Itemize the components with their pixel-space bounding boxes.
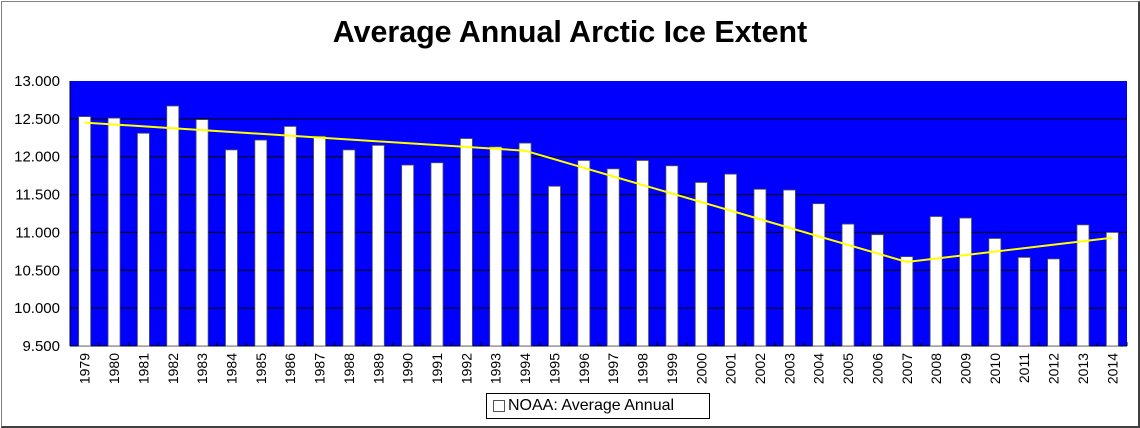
bar-1979 bbox=[78, 116, 92, 347]
bar-2004 bbox=[812, 203, 826, 347]
bar-1996 bbox=[577, 160, 591, 347]
bar-1995 bbox=[548, 185, 561, 347]
bar-1997 bbox=[606, 168, 620, 347]
legend-swatch-icon bbox=[493, 400, 505, 412]
x-tick-label: 1994 bbox=[517, 353, 533, 384]
bar-1999 bbox=[665, 165, 679, 347]
bar-2000 bbox=[694, 182, 708, 347]
x-tick-label: 1987 bbox=[312, 353, 328, 384]
plot-area bbox=[70, 81, 1127, 346]
y-tick-label: 10.000 bbox=[14, 300, 60, 317]
bar-2005 bbox=[841, 223, 855, 347]
x-tick-label: 1993 bbox=[488, 353, 504, 384]
legend-label: NOAA: Average Annual bbox=[508, 397, 675, 414]
y-tick-label: 11.000 bbox=[15, 224, 60, 241]
x-tick-label: 2006 bbox=[869, 353, 885, 384]
y-tick-label: 12.000 bbox=[14, 149, 60, 166]
y-tick-label: 9.500 bbox=[22, 338, 60, 355]
bar-1983 bbox=[195, 119, 209, 347]
bar-1985 bbox=[254, 139, 268, 347]
bar-1988 bbox=[342, 149, 356, 347]
x-tick-label: 2011 bbox=[1016, 353, 1032, 383]
x-tick-label: 2005 bbox=[840, 353, 856, 384]
bar-1984 bbox=[225, 149, 238, 347]
x-tick-label: 1983 bbox=[194, 353, 210, 384]
bar-1991 bbox=[430, 162, 444, 347]
legend: NOAA: Average Annual bbox=[486, 393, 710, 419]
bar-2007 bbox=[900, 256, 914, 347]
x-tick-label: 1979 bbox=[77, 353, 93, 384]
x-tick-label: 1999 bbox=[664, 353, 680, 384]
x-tick-label: 1980 bbox=[106, 353, 122, 384]
bar-1994 bbox=[518, 142, 532, 347]
x-tick-label: 1997 bbox=[605, 353, 621, 384]
x-tick-label: 1985 bbox=[253, 353, 269, 384]
x-tick-label: 2004 bbox=[811, 353, 827, 384]
x-tick-label: 2013 bbox=[1075, 353, 1091, 384]
bar-1998 bbox=[636, 160, 649, 347]
y-tick-label: 12.500 bbox=[14, 111, 60, 128]
bar-1980 bbox=[107, 117, 121, 347]
x-tick-label: 2003 bbox=[781, 353, 797, 384]
bar-2008 bbox=[929, 216, 943, 347]
x-tick-label: 2009 bbox=[958, 353, 974, 384]
bar-2009 bbox=[959, 217, 972, 347]
x-tick-label: 2002 bbox=[752, 353, 768, 384]
x-tick-label: 1988 bbox=[341, 353, 357, 384]
x-tick-label: 2008 bbox=[928, 353, 944, 384]
bar-1992 bbox=[459, 138, 473, 347]
bar-2014 bbox=[1105, 232, 1119, 347]
x-tick-label: 2000 bbox=[693, 353, 709, 384]
x-tick-label: 2001 bbox=[723, 353, 739, 384]
bar-2002 bbox=[753, 188, 767, 347]
x-tick-label: 2007 bbox=[899, 353, 915, 384]
y-tick-label: 11.500 bbox=[15, 187, 60, 204]
x-tick-label: 1998 bbox=[635, 353, 651, 384]
bar-1986 bbox=[283, 126, 297, 347]
x-tick-label: 1990 bbox=[400, 353, 416, 384]
bar-2001 bbox=[724, 173, 738, 347]
x-tick-label: 1984 bbox=[223, 353, 239, 384]
x-tick-label: 1995 bbox=[546, 353, 562, 384]
y-tick-label: 10.500 bbox=[14, 262, 60, 279]
bar-1987 bbox=[313, 135, 326, 347]
x-tick-label: 1982 bbox=[165, 353, 181, 384]
x-tick-label: 1991 bbox=[429, 353, 445, 384]
x-tick-label: 2012 bbox=[1046, 353, 1062, 384]
x-tick-label: 1996 bbox=[576, 353, 592, 384]
x-tick-label: 1986 bbox=[282, 353, 298, 384]
bar-1990 bbox=[401, 164, 415, 347]
bar-1989 bbox=[371, 144, 385, 347]
x-tick-label: 1989 bbox=[370, 353, 386, 384]
y-tick-label: 13.000 bbox=[14, 73, 60, 90]
x-tick-label: 2010 bbox=[987, 353, 1003, 384]
bar-2010 bbox=[988, 238, 1002, 347]
x-tick-label: 2014 bbox=[1104, 353, 1120, 384]
bar-1981 bbox=[137, 132, 150, 347]
x-tick-label: 1981 bbox=[135, 353, 151, 384]
bar-2012 bbox=[1047, 258, 1060, 347]
trend-line bbox=[84, 121, 1113, 264]
bar-1982 bbox=[166, 105, 180, 347]
bar-2011 bbox=[1017, 257, 1031, 347]
bar-1993 bbox=[489, 146, 503, 347]
x-tick-label: 1992 bbox=[458, 353, 474, 384]
bar-2013 bbox=[1076, 224, 1090, 347]
bar-2006 bbox=[871, 234, 884, 347]
chart-title: Average Annual Arctic Ice Extent bbox=[332, 14, 808, 49]
bar-2003 bbox=[782, 189, 796, 347]
